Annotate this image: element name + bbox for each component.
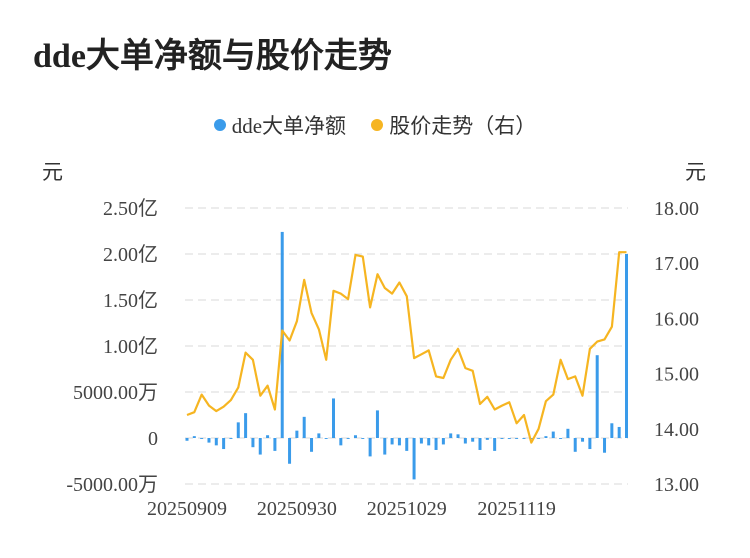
left-tick-label: 5000.00万 bbox=[73, 382, 158, 404]
bar-dde[interactable] bbox=[200, 438, 204, 439]
bar-dde[interactable] bbox=[493, 438, 497, 451]
bar-dde[interactable] bbox=[551, 431, 555, 438]
bar-dde[interactable] bbox=[397, 438, 401, 446]
bar-dde[interactable] bbox=[573, 438, 577, 452]
left-tick-label: 2.00亿 bbox=[103, 243, 158, 266]
bar-dde[interactable] bbox=[273, 438, 277, 451]
bar-dde[interactable] bbox=[427, 438, 431, 446]
right-axis-unit: 元 bbox=[685, 160, 706, 184]
bar-dde[interactable] bbox=[419, 438, 423, 444]
bar-dde[interactable] bbox=[515, 438, 519, 439]
bar-dde[interactable] bbox=[449, 433, 453, 438]
chart-title: dde大单净额与股价走势 bbox=[33, 38, 392, 75]
bar-dde[interactable] bbox=[214, 438, 218, 446]
bar-dde[interactable] bbox=[295, 430, 299, 438]
bar-dde[interactable] bbox=[266, 435, 270, 438]
bar-dde[interactable] bbox=[383, 438, 387, 455]
bar-dde[interactable] bbox=[456, 434, 460, 438]
left-tick-label: -5000.00万 bbox=[66, 474, 158, 496]
bar-dde[interactable] bbox=[361, 438, 365, 439]
bar-dde[interactable] bbox=[192, 436, 196, 438]
bar-dde[interactable] bbox=[229, 438, 233, 439]
bar-dde[interactable] bbox=[288, 438, 292, 464]
left-tick-label: 2.50亿 bbox=[103, 197, 158, 220]
bar-dde[interactable] bbox=[471, 438, 475, 442]
right-tick-label: 14.00 bbox=[654, 419, 699, 441]
bar-dde[interactable] bbox=[390, 438, 394, 445]
bar-dde[interactable] bbox=[368, 438, 372, 457]
bar-dde[interactable] bbox=[566, 428, 570, 438]
right-tick-label: 16.00 bbox=[654, 308, 699, 330]
left-tick-label: 1.00亿 bbox=[103, 335, 158, 358]
x-tick-label: 20251029 bbox=[367, 498, 447, 520]
legend-item-dde[interactable]: dde大单净额 bbox=[213, 110, 347, 140]
bar-dde[interactable] bbox=[185, 438, 189, 441]
right-tick-label: 17.00 bbox=[654, 253, 699, 275]
x-tick-label: 20250930 bbox=[257, 498, 337, 520]
bar-dde[interactable] bbox=[222, 438, 226, 450]
left-tick-label: 1.50亿 bbox=[103, 289, 158, 312]
bar-dde[interactable] bbox=[617, 426, 621, 438]
bar-dde[interactable] bbox=[317, 433, 321, 438]
right-tick-label: 13.00 bbox=[654, 474, 699, 496]
bar-dde[interactable] bbox=[507, 438, 511, 439]
bar-dde[interactable] bbox=[537, 438, 541, 439]
bar-dde[interactable] bbox=[478, 438, 482, 450]
bar-dde[interactable] bbox=[310, 438, 314, 452]
bar-dde[interactable] bbox=[625, 254, 628, 438]
right-tick-label: 18.00 bbox=[654, 198, 699, 220]
bar-dde[interactable] bbox=[244, 413, 248, 438]
bar-dde[interactable] bbox=[500, 438, 504, 439]
bar-dde[interactable] bbox=[544, 436, 548, 438]
bar-dde[interactable] bbox=[412, 438, 416, 480]
bar-dde[interactable] bbox=[258, 438, 262, 455]
bar-dde[interactable] bbox=[581, 438, 585, 442]
legend-item-price[interactable]: 股价走势（右） bbox=[371, 110, 536, 140]
bar-dde[interactable] bbox=[405, 438, 409, 451]
x-tick-label: 20251119 bbox=[477, 498, 556, 520]
bar-dde[interactable] bbox=[375, 410, 379, 438]
bar-dde[interactable] bbox=[463, 438, 467, 444]
bar-dde[interactable] bbox=[339, 438, 343, 446]
legend-dot-orange-icon bbox=[371, 119, 384, 131]
left-axis-unit: 元 bbox=[42, 160, 63, 184]
bar-dde[interactable] bbox=[346, 438, 350, 439]
bar-dde[interactable] bbox=[588, 438, 592, 450]
bar-dde[interactable] bbox=[603, 438, 607, 453]
bar-dde[interactable] bbox=[207, 438, 211, 443]
legend-label-price: 股价走势（右） bbox=[389, 114, 537, 138]
bar-dde[interactable] bbox=[434, 438, 438, 450]
bar-dde[interactable] bbox=[485, 438, 489, 440]
left-tick-label: 0 bbox=[148, 428, 158, 450]
bar-dde[interactable] bbox=[353, 435, 357, 438]
x-tick-label: 20250909 bbox=[147, 498, 227, 520]
bar-dde[interactable] bbox=[522, 438, 526, 439]
bar-dde[interactable] bbox=[332, 398, 335, 438]
price-line[interactable] bbox=[186, 251, 627, 444]
right-tick-label: 15.00 bbox=[654, 364, 699, 386]
bar-dde[interactable] bbox=[302, 416, 306, 438]
bar-dde[interactable] bbox=[236, 422, 240, 438]
bar-dde[interactable] bbox=[441, 438, 445, 445]
legend-dot-blue-icon bbox=[213, 119, 226, 131]
bar-dde[interactable] bbox=[251, 438, 255, 448]
legend-label-dde: dde大单净额 bbox=[231, 114, 347, 138]
bar-dde[interactable] bbox=[324, 438, 328, 439]
legend: dde大单净额 股价走势（右） bbox=[0, 110, 750, 140]
bar-dde[interactable] bbox=[559, 438, 563, 439]
bar-dde[interactable] bbox=[595, 355, 599, 438]
bar-dde[interactable] bbox=[610, 423, 614, 438]
